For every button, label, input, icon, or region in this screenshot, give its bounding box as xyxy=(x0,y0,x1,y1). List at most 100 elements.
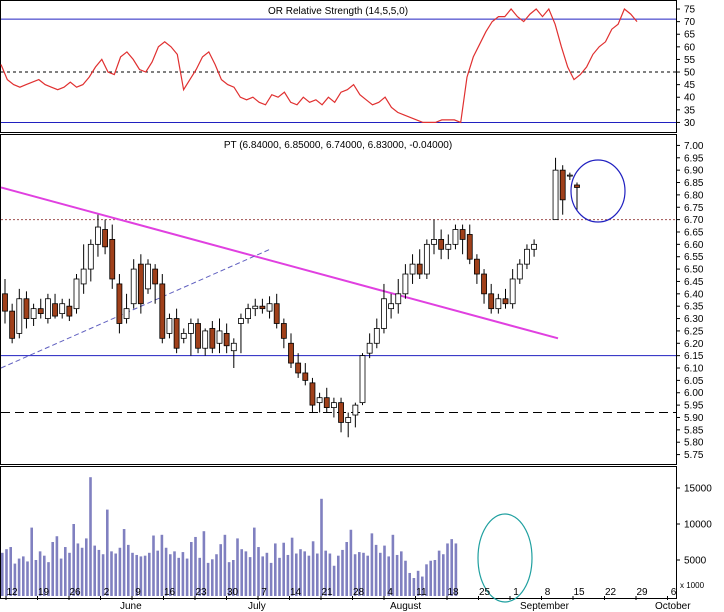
volume-bar xyxy=(156,550,159,596)
volume-bar xyxy=(223,534,227,596)
volume-bar xyxy=(404,560,407,596)
candle-body xyxy=(116,283,123,324)
volume-bar xyxy=(160,534,164,596)
candle-body xyxy=(80,268,87,285)
volume-bar xyxy=(190,542,193,596)
volume-bar xyxy=(51,542,54,596)
candle-body xyxy=(488,293,495,310)
candle-body xyxy=(180,332,187,339)
volume-bar xyxy=(164,547,168,596)
volume-bar xyxy=(412,578,416,596)
volume-bar xyxy=(13,563,17,596)
volume-bar xyxy=(366,555,369,596)
x-day-label: 1 xyxy=(513,587,519,598)
candle-body xyxy=(266,303,273,312)
x-day-label: 30 xyxy=(227,587,239,598)
volume-bar xyxy=(219,544,222,596)
candle-body xyxy=(259,305,266,310)
price-tick-label: 6.40 xyxy=(684,289,704,300)
volume-layer xyxy=(1,477,533,603)
volume-bar xyxy=(437,550,441,596)
volume-bar xyxy=(278,557,281,596)
volume-bar xyxy=(143,555,147,596)
candle-body xyxy=(280,323,287,339)
volume-bar xyxy=(30,527,33,596)
volume-bar xyxy=(332,565,336,596)
volume-bar xyxy=(47,562,50,596)
volume-bar xyxy=(236,538,239,596)
volume-bar xyxy=(429,560,432,596)
volume-bar xyxy=(26,561,29,596)
x-day-label: 19 xyxy=(38,587,50,598)
price-tick-label: 5.80 xyxy=(684,438,704,449)
volume-bar xyxy=(85,538,88,596)
x-month-label: July xyxy=(248,601,266,612)
candle-body xyxy=(216,330,223,344)
volume-bar xyxy=(101,554,105,596)
volume-bar xyxy=(408,572,411,596)
volume-bar xyxy=(215,554,218,596)
volume-bar xyxy=(152,535,155,596)
rsi-tick-label: 75 xyxy=(684,5,696,16)
x-day-label: 12 xyxy=(6,587,18,598)
volume-scale-label: x 1000 xyxy=(680,581,705,590)
volume-bar xyxy=(118,547,122,596)
volume-bar xyxy=(286,554,290,596)
price-tick-label: 6.30 xyxy=(684,314,704,325)
rsi-layer xyxy=(0,7,676,124)
x-day-label: 2 xyxy=(104,587,110,598)
x-month-label: September xyxy=(520,601,570,612)
candle-body xyxy=(30,308,37,319)
volume-bar xyxy=(316,553,319,596)
volume-bar xyxy=(38,551,42,596)
candle-body xyxy=(187,323,194,334)
volume-bar xyxy=(257,547,260,596)
volume-bar xyxy=(1,552,4,596)
volume-bar xyxy=(349,529,353,596)
x-day-label: 26 xyxy=(69,587,81,598)
volume-bar xyxy=(148,552,151,596)
candle-body xyxy=(574,184,580,188)
price-tick-label: 6.45 xyxy=(684,277,704,288)
candle-body xyxy=(366,342,373,354)
volume-bar xyxy=(421,576,424,596)
candle-body xyxy=(202,330,209,349)
volume-bar xyxy=(139,556,143,596)
price-tick-label: 6.85 xyxy=(684,178,704,189)
volume-bar xyxy=(93,545,96,596)
x-day-label: 23 xyxy=(195,587,207,598)
volume-bar xyxy=(370,533,374,596)
x-day-label: 15 xyxy=(573,587,585,598)
candle-body xyxy=(87,243,94,270)
candle-body xyxy=(466,234,473,260)
price-tick-label: 5.95 xyxy=(684,401,704,412)
x-month-label: August xyxy=(390,601,421,612)
volume-bar xyxy=(169,554,172,596)
trend-line xyxy=(0,186,559,340)
volume-bar xyxy=(232,560,235,596)
volume-bar xyxy=(206,562,210,596)
volume-bar xyxy=(358,552,361,596)
candle-body xyxy=(166,318,173,334)
candle-body xyxy=(209,328,216,349)
volume-bar xyxy=(290,537,294,596)
candle-body xyxy=(66,305,73,317)
price-tick-label: 6.20 xyxy=(684,339,704,350)
x-day-label: 14 xyxy=(290,587,302,598)
candle-body xyxy=(431,239,437,245)
volume-highlight-circle xyxy=(477,513,533,603)
volume-bar xyxy=(387,556,390,596)
volume-bar xyxy=(282,542,285,596)
candle-body xyxy=(52,303,58,317)
rsi-tick-label: 45 xyxy=(684,80,696,91)
candle-body xyxy=(373,328,380,344)
volume-bar xyxy=(261,556,264,596)
candle-body xyxy=(459,229,466,240)
candle-body xyxy=(352,404,359,416)
candle-body xyxy=(452,229,459,245)
volume-bar xyxy=(64,547,67,596)
candle-body xyxy=(130,268,137,305)
price-tick-label: 5.75 xyxy=(684,450,704,461)
volume-bar xyxy=(391,534,395,596)
